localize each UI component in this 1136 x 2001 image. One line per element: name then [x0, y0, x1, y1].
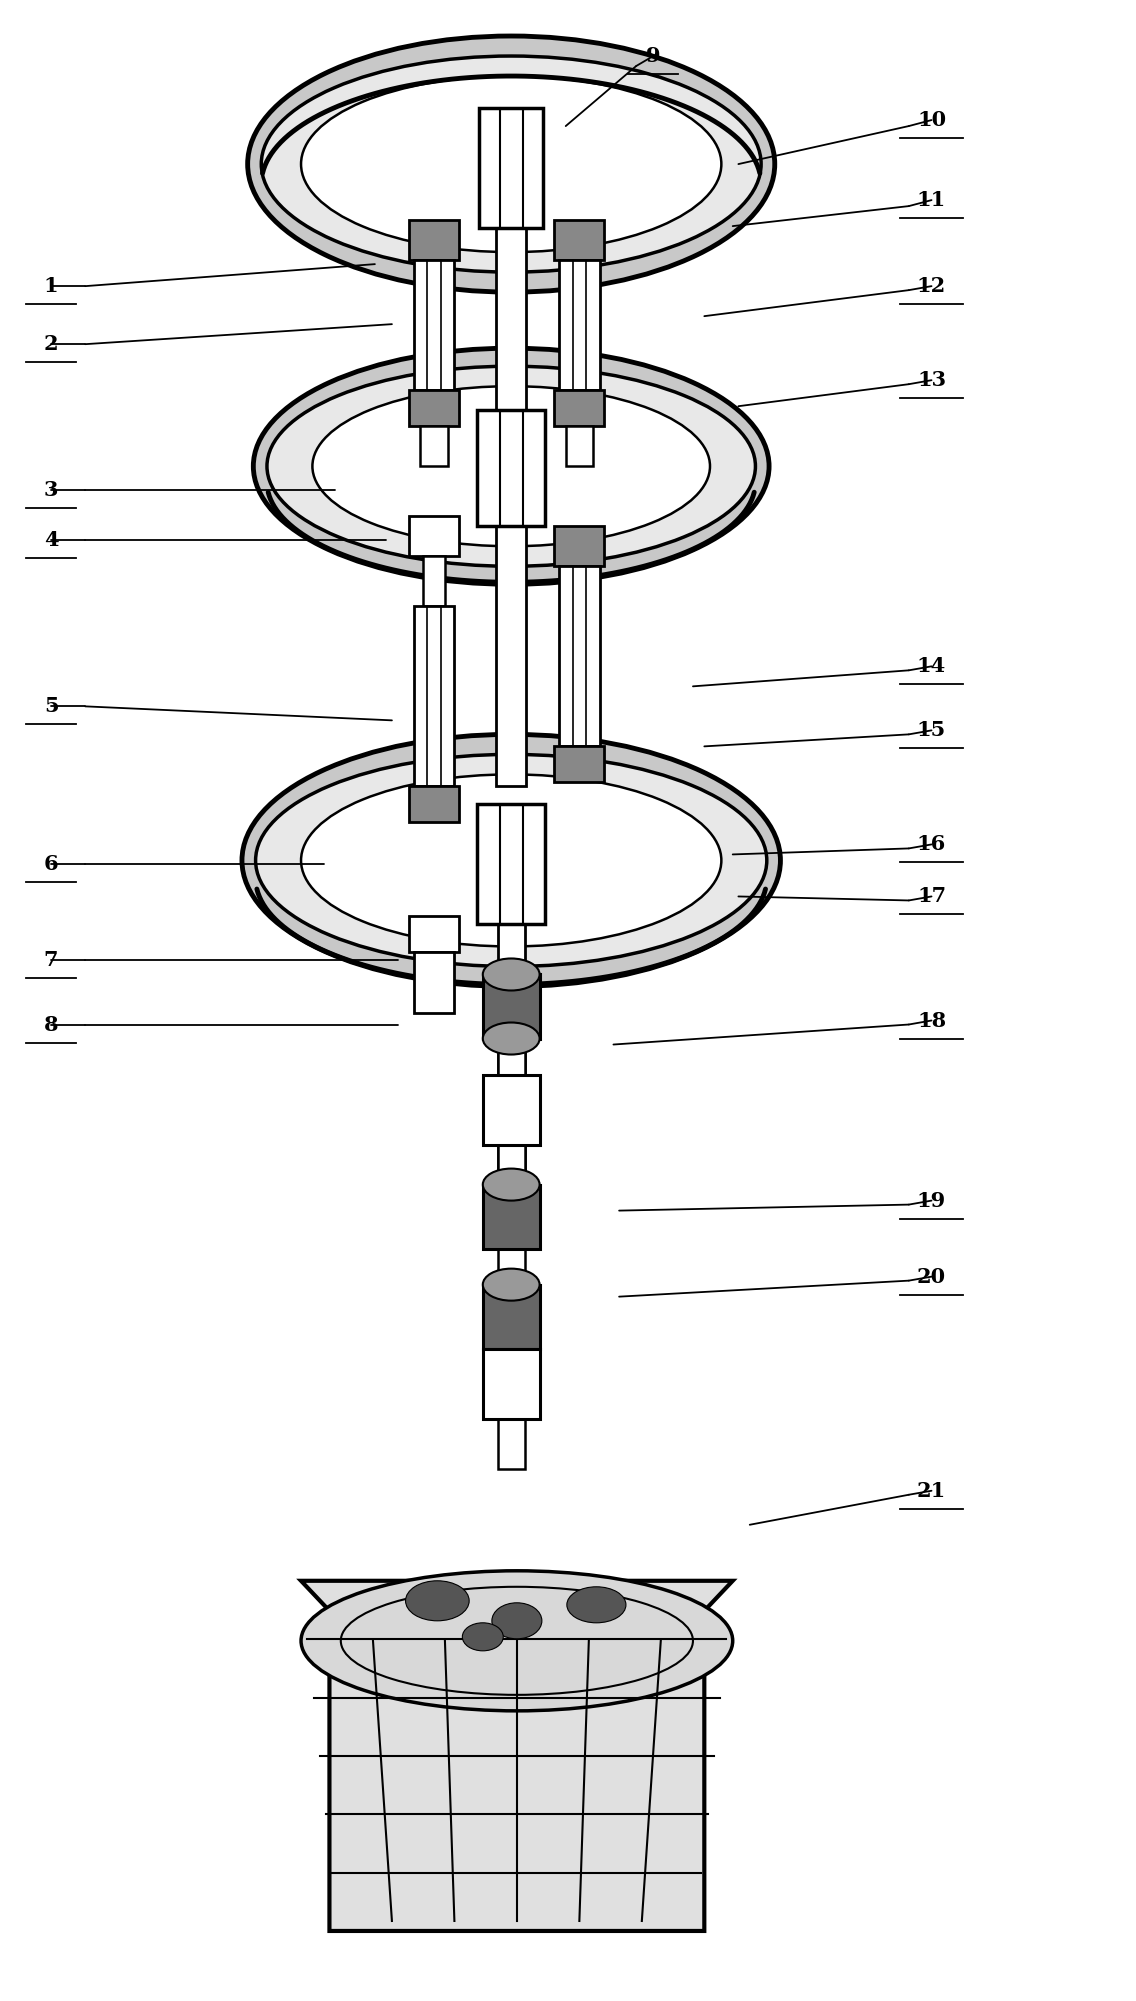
Text: 9: 9 — [646, 46, 660, 66]
Bar — [483, 1285, 540, 1349]
Ellipse shape — [256, 754, 767, 966]
Bar — [409, 220, 459, 260]
Bar — [496, 228, 526, 438]
Text: 3: 3 — [44, 480, 58, 500]
Text: 20: 20 — [917, 1267, 946, 1287]
Bar — [423, 556, 445, 606]
Text: 8: 8 — [44, 1015, 58, 1035]
Bar — [559, 566, 600, 746]
Bar — [554, 220, 604, 260]
Text: 5: 5 — [44, 696, 58, 716]
Text: 2: 2 — [44, 334, 58, 354]
Bar — [483, 1075, 540, 1145]
Bar — [483, 1349, 540, 1419]
Text: 11: 11 — [917, 190, 946, 210]
Text: 13: 13 — [917, 370, 946, 390]
Ellipse shape — [267, 366, 755, 566]
Text: 1: 1 — [44, 276, 58, 296]
Bar — [496, 526, 526, 786]
Bar — [414, 260, 454, 390]
Bar — [498, 1249, 525, 1285]
Ellipse shape — [483, 958, 540, 990]
Ellipse shape — [301, 1571, 733, 1711]
Bar — [498, 924, 525, 1195]
Bar — [559, 260, 600, 390]
Text: 18: 18 — [917, 1011, 946, 1031]
Text: 21: 21 — [917, 1481, 946, 1501]
Text: 10: 10 — [917, 110, 946, 130]
Text: 17: 17 — [917, 886, 946, 906]
Text: 15: 15 — [917, 720, 946, 740]
Text: 16: 16 — [917, 834, 946, 854]
Bar — [477, 410, 545, 526]
Bar — [409, 916, 459, 952]
Ellipse shape — [301, 76, 721, 252]
Text: 7: 7 — [44, 950, 58, 970]
Bar — [409, 786, 459, 822]
Text: 12: 12 — [917, 276, 946, 296]
Bar — [414, 952, 454, 1013]
Text: 6: 6 — [44, 854, 58, 874]
Ellipse shape — [261, 56, 761, 272]
Ellipse shape — [483, 1169, 540, 1201]
Bar — [483, 1185, 540, 1249]
Bar — [483, 974, 540, 1039]
Bar — [554, 746, 604, 782]
Bar — [420, 426, 448, 466]
Ellipse shape — [567, 1587, 626, 1623]
Bar — [498, 1039, 525, 1075]
Ellipse shape — [492, 1603, 542, 1639]
Ellipse shape — [483, 1023, 540, 1055]
Bar — [414, 606, 454, 786]
Ellipse shape — [253, 348, 769, 584]
Ellipse shape — [242, 734, 780, 986]
Bar — [498, 1419, 525, 1469]
Ellipse shape — [312, 386, 710, 546]
Text: 4: 4 — [44, 530, 58, 550]
Bar — [477, 804, 545, 924]
Ellipse shape — [406, 1581, 469, 1621]
Bar — [566, 426, 593, 466]
Bar — [498, 1145, 525, 1185]
Text: 14: 14 — [917, 656, 946, 676]
Bar — [479, 108, 543, 228]
Bar — [409, 390, 459, 426]
Bar — [409, 516, 459, 556]
Bar — [554, 390, 604, 426]
Ellipse shape — [462, 1623, 503, 1651]
Bar — [554, 526, 604, 566]
Polygon shape — [301, 1581, 733, 1931]
Text: 19: 19 — [917, 1191, 946, 1211]
Ellipse shape — [483, 1269, 540, 1301]
Ellipse shape — [301, 774, 721, 946]
Ellipse shape — [248, 36, 775, 292]
